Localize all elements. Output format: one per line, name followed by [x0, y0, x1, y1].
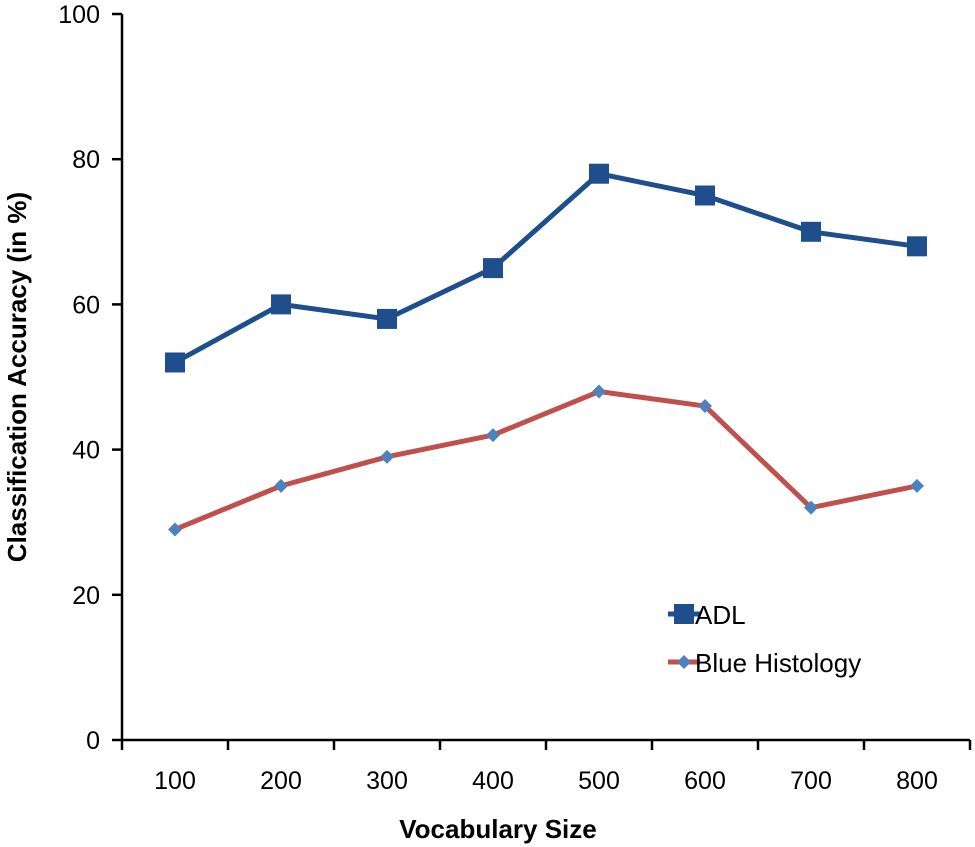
x-tick-label: 300 — [366, 767, 408, 795]
data-point-blue-histology — [486, 428, 500, 443]
legend-marker-adl — [674, 604, 694, 624]
series-line-adl — [173, 171, 918, 365]
y-tick-label: 20 — [72, 582, 100, 610]
data-point-adl — [907, 236, 927, 257]
x-tick-label: 600 — [684, 767, 726, 795]
data-point-adl — [165, 352, 185, 373]
y-tick-label: 60 — [72, 291, 100, 319]
legend: ADL Blue Histology — [668, 600, 861, 678]
series-blue-histology — [168, 384, 924, 537]
y-tick-label: 80 — [72, 146, 100, 174]
y-axis-title: Classification Accuracy (in %) — [2, 192, 32, 562]
x-tick-label: 200 — [260, 767, 302, 795]
data-point-blue-histology — [168, 522, 182, 537]
x-tick-label: 700 — [790, 767, 832, 795]
y-ticks: 0 20 40 60 80 100 — [58, 1, 122, 755]
legend-label-blue-histology: Blue Histology — [695, 648, 861, 678]
data-point-adl — [695, 185, 715, 206]
data-point-adl — [271, 294, 291, 315]
data-point-blue-histology — [804, 500, 818, 515]
data-point-blue-histology — [910, 478, 924, 493]
x-axis-title: Vocabulary Size — [399, 814, 597, 844]
x-tick-label: 800 — [896, 767, 938, 795]
x-tick-label: 100 — [154, 767, 196, 795]
series-adl — [165, 163, 927, 373]
y-tick-label: 0 — [86, 727, 100, 755]
legend-item-adl: ADL — [668, 600, 746, 630]
y-tick-label: 40 — [72, 437, 100, 465]
x-tick-label: 500 — [578, 767, 620, 795]
series-layer — [165, 163, 927, 537]
series-line-blue-histology — [174, 389, 918, 532]
legend-label-adl: ADL — [695, 600, 746, 630]
data-point-adl — [377, 308, 397, 329]
data-point-blue-histology — [274, 478, 288, 493]
x-ticks: 100 200 300 400 500 600 700 800 — [120, 740, 972, 795]
data-point-adl — [483, 258, 503, 279]
data-point-blue-histology — [380, 449, 394, 464]
legend-item-blue-histology: Blue Histology — [668, 648, 861, 678]
legend-marker-blue-histology — [677, 655, 691, 669]
data-point-adl — [801, 221, 821, 242]
axes — [120, 14, 970, 742]
data-point-adl — [589, 163, 609, 184]
y-tick-label: 100 — [58, 1, 100, 29]
data-point-blue-histology — [592, 384, 606, 399]
data-point-blue-histology — [698, 399, 712, 414]
x-tick-label: 400 — [472, 767, 514, 795]
